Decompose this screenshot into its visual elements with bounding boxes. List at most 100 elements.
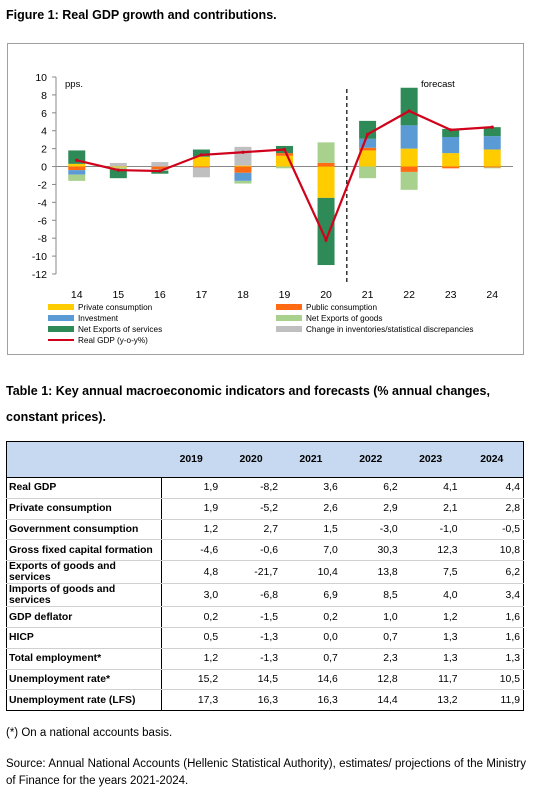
- row-label: HICP: [6, 627, 162, 649]
- y-tick-label: -10: [32, 251, 47, 263]
- y-tick-label: 4: [41, 126, 47, 138]
- bar-segment: [151, 162, 169, 167]
- bar-segment: [483, 136, 501, 150]
- cell-value: -3,0: [340, 519, 401, 541]
- cell-value: 3,0: [161, 583, 222, 608]
- bar-segment: [192, 167, 210, 178]
- cell-value: -21,7: [221, 560, 281, 585]
- bar-segment: [442, 128, 460, 137]
- table-row: Total employment* 1,2 -1,3 0,7 2,3 1,3 1,3: [6, 648, 524, 670]
- y-tick-label: -6: [38, 215, 47, 227]
- bar-segment: [234, 146, 252, 166]
- cell-value: 0,2: [161, 606, 222, 628]
- legend-swatch: [276, 326, 302, 332]
- row-label: Gross fixed capital formation: [6, 539, 162, 562]
- cell-value: 0,7: [340, 627, 401, 649]
- legend-swatch: [48, 304, 74, 310]
- cell-value: 14,5: [221, 669, 281, 691]
- bar-segment: [442, 153, 460, 167]
- header-year-2024: 2024: [460, 441, 524, 478]
- bar-segment: [483, 166, 501, 168]
- cell-value: 16,3: [280, 689, 341, 712]
- gdp-point: [282, 147, 287, 152]
- bar-segment: [151, 166, 169, 170]
- cell-value: 10,5: [460, 669, 524, 691]
- cell-value: 12,3: [400, 539, 461, 562]
- bar-segment: [276, 153, 293, 156]
- cell-value: 6,9: [280, 583, 341, 608]
- cell-value: 8,5: [340, 583, 401, 608]
- row-label: Unemployment rate*: [6, 669, 162, 691]
- bar-segment: [359, 150, 377, 167]
- x-tick-label: 17: [196, 289, 208, 301]
- legend-label: Real GDP (y-o-y%): [78, 336, 148, 345]
- bar-segment: [109, 169, 127, 179]
- cell-value: -1,5: [221, 606, 281, 628]
- x-tick-label: 15: [112, 289, 124, 301]
- cell-value: 0,7: [280, 648, 341, 670]
- bar-segment: [192, 156, 210, 167]
- bar-segment: [68, 163, 86, 167]
- source-note: Source: Annual National Accounts (Hellen…: [6, 758, 526, 787]
- macro-indicators-table: 2019 2020 2021 2022 2023 2024 Real GDP 1,9 -8,2…: [6, 441, 524, 712]
- cell-value: -5,2: [221, 498, 281, 520]
- bar-segment: [68, 166, 86, 171]
- bar-segment: [400, 125, 418, 149]
- row-label: Private consumption: [6, 498, 162, 520]
- table-header-row: 2019 2020 2021 2022 2023 2024: [6, 441, 524, 478]
- bar-segment: [359, 166, 377, 179]
- cell-value: 6,2: [460, 560, 524, 585]
- cell-value: 4,4: [460, 477, 524, 499]
- cell-value: 2,1: [400, 498, 461, 520]
- cell-value: 1,3: [400, 627, 461, 649]
- bar-segment: [483, 167, 501, 169]
- cell-value: 2,7: [221, 519, 281, 541]
- unit-label: pps.: [65, 79, 83, 90]
- cell-value: 2,9: [340, 498, 401, 520]
- table-row: GDP deflator 0,2 -1,5 0,2 1,0 1,2 1,6: [6, 606, 524, 628]
- table-row: Real GDP 1,9 -8,2 3,6 6,2 4,1 4,4: [6, 477, 524, 499]
- header-indicator: [6, 441, 162, 478]
- gdp-point: [75, 158, 79, 162]
- cell-value: 2,6: [280, 498, 341, 520]
- table-row: Unemployment rate (LFS) 17,3 16,3 16,3 14,4 1…: [6, 689, 524, 712]
- bar-segment: [317, 197, 335, 266]
- cell-value: 11,9: [460, 689, 524, 712]
- table-row: Government consumption 1,2 2,7 1,5 -3,0 -1,0-…: [6, 519, 524, 541]
- legend-label: Net Exports of services: [78, 325, 162, 334]
- bar-segment: [359, 138, 377, 148]
- x-tick-label: 14: [71, 289, 83, 301]
- table-row: Imports of goods and services 3,0 -6,8 6,9 8…: [6, 583, 524, 608]
- x-tick-label: 18: [237, 289, 249, 301]
- y-tick-label: -2: [38, 179, 47, 191]
- cell-value: 1,5: [280, 519, 341, 541]
- gdp-point: [199, 153, 204, 157]
- bar-segment: [234, 180, 252, 184]
- x-tick-label: 16: [154, 289, 166, 301]
- bar-segment: [109, 167, 127, 170]
- x-tick-label: 22: [403, 289, 415, 301]
- bar-segment: [109, 162, 127, 167]
- legend-swatch: [276, 304, 302, 310]
- header-year-2021: 2021: [280, 441, 341, 478]
- cell-value: -1,3: [221, 648, 281, 670]
- cell-value: 2,8: [460, 498, 524, 520]
- legend-label: Change in inventories/statistical discre…: [306, 325, 473, 334]
- row-label: Real GDP: [6, 477, 162, 499]
- y-tick-label: -8: [38, 233, 47, 245]
- cell-value: 1,2: [400, 606, 461, 628]
- x-tick-label: 20: [320, 289, 332, 301]
- row-label: Exports of goods and services: [6, 560, 162, 585]
- bar-segment: [400, 166, 418, 172]
- cell-value: 1,9: [161, 477, 222, 499]
- bar-segment: [234, 165, 252, 167]
- y-tick-label: -4: [38, 197, 47, 209]
- cell-value: 17,3: [161, 689, 222, 712]
- bar-segment: [192, 166, 210, 168]
- bar-segment: [234, 166, 252, 173]
- gdp-point: [407, 109, 411, 113]
- cell-value: -1,0: [400, 519, 461, 541]
- table-row: HICP 0,5 -1,3 0,0 0,7 1,3 1,6: [6, 627, 524, 649]
- x-tick-label: 21: [362, 289, 374, 301]
